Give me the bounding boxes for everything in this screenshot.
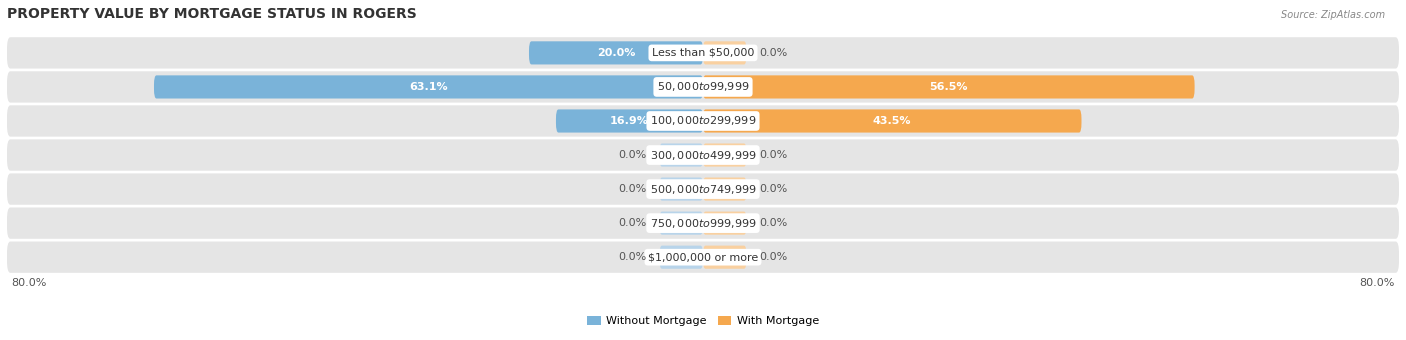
Text: 0.0%: 0.0%: [619, 218, 647, 228]
Text: 0.0%: 0.0%: [619, 184, 647, 194]
FancyBboxPatch shape: [659, 245, 703, 269]
Text: PROPERTY VALUE BY MORTGAGE STATUS IN ROGERS: PROPERTY VALUE BY MORTGAGE STATUS IN ROG…: [7, 7, 416, 21]
FancyBboxPatch shape: [7, 37, 1399, 69]
FancyBboxPatch shape: [529, 41, 703, 65]
Text: $750,000 to $999,999: $750,000 to $999,999: [650, 217, 756, 230]
Text: 0.0%: 0.0%: [759, 150, 787, 160]
Text: 0.0%: 0.0%: [759, 252, 787, 262]
FancyBboxPatch shape: [7, 207, 1399, 239]
Text: $1,000,000 or more: $1,000,000 or more: [648, 252, 758, 262]
Text: 43.5%: 43.5%: [873, 116, 911, 126]
FancyBboxPatch shape: [703, 177, 747, 201]
Text: 63.1%: 63.1%: [409, 82, 447, 92]
FancyBboxPatch shape: [7, 71, 1399, 103]
FancyBboxPatch shape: [703, 211, 747, 235]
Text: $100,000 to $299,999: $100,000 to $299,999: [650, 115, 756, 128]
Text: 16.9%: 16.9%: [610, 116, 650, 126]
Text: Less than $50,000: Less than $50,000: [652, 48, 754, 58]
FancyBboxPatch shape: [703, 143, 747, 167]
Text: 0.0%: 0.0%: [759, 184, 787, 194]
Text: $300,000 to $499,999: $300,000 to $499,999: [650, 149, 756, 162]
FancyBboxPatch shape: [703, 245, 747, 269]
Text: 20.0%: 20.0%: [596, 48, 636, 58]
FancyBboxPatch shape: [7, 105, 1399, 137]
Text: 0.0%: 0.0%: [619, 252, 647, 262]
Legend: Without Mortgage, With Mortgage: Without Mortgage, With Mortgage: [582, 311, 824, 331]
Text: 0.0%: 0.0%: [759, 218, 787, 228]
Text: 80.0%: 80.0%: [1360, 278, 1395, 288]
FancyBboxPatch shape: [7, 139, 1399, 171]
Text: 56.5%: 56.5%: [929, 82, 969, 92]
FancyBboxPatch shape: [703, 109, 1081, 133]
FancyBboxPatch shape: [659, 177, 703, 201]
Text: $500,000 to $749,999: $500,000 to $749,999: [650, 183, 756, 196]
Text: $50,000 to $99,999: $50,000 to $99,999: [657, 81, 749, 94]
FancyBboxPatch shape: [659, 143, 703, 167]
FancyBboxPatch shape: [7, 173, 1399, 205]
FancyBboxPatch shape: [7, 241, 1399, 273]
Text: 80.0%: 80.0%: [11, 278, 46, 288]
Text: Source: ZipAtlas.com: Source: ZipAtlas.com: [1281, 10, 1385, 20]
FancyBboxPatch shape: [703, 75, 1195, 99]
FancyBboxPatch shape: [659, 211, 703, 235]
Text: 0.0%: 0.0%: [619, 150, 647, 160]
Text: 0.0%: 0.0%: [759, 48, 787, 58]
FancyBboxPatch shape: [555, 109, 703, 133]
FancyBboxPatch shape: [155, 75, 703, 99]
FancyBboxPatch shape: [703, 41, 747, 65]
